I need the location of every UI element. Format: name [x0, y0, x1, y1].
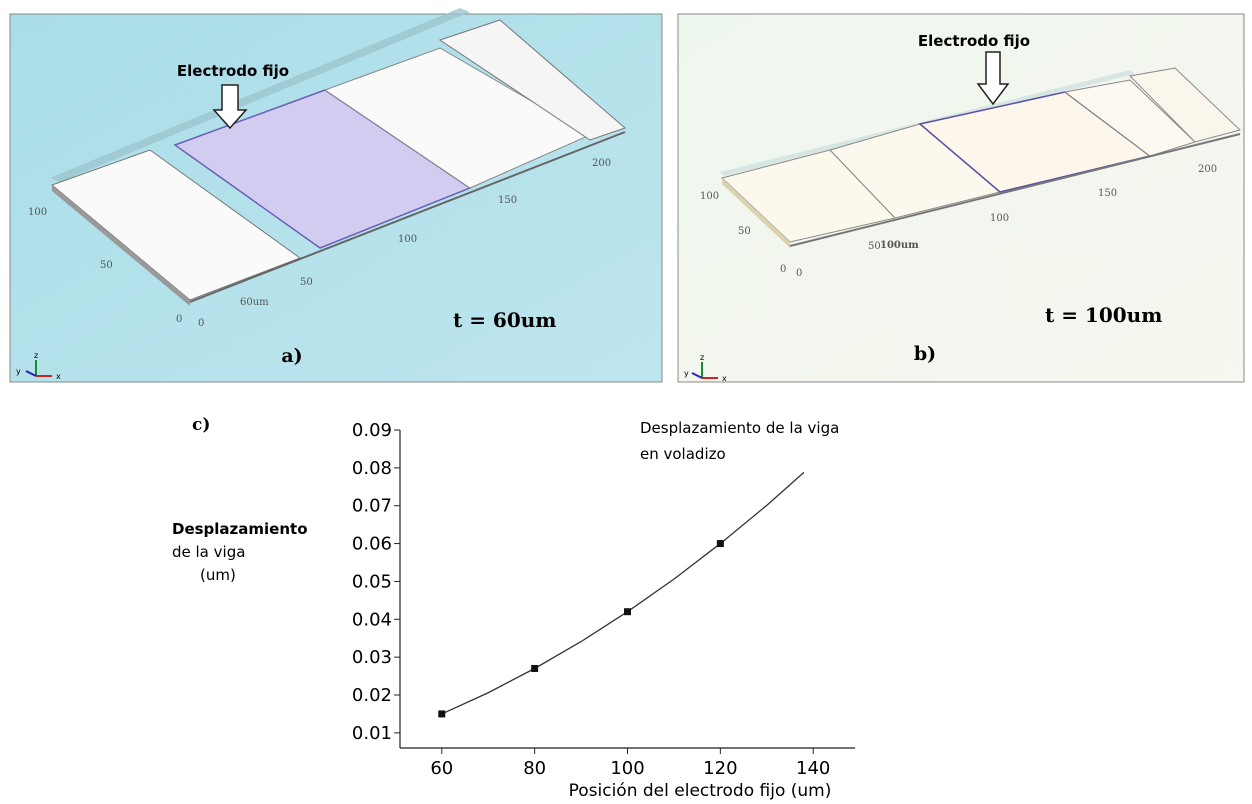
axis-name: x	[722, 374, 727, 383]
axis-number: 50	[738, 226, 751, 237]
curve	[442, 472, 804, 714]
chart-title: Desplazamiento de la viga	[640, 419, 839, 437]
panel-b: Electrodo fijo t = 100um b) 100um 100 50…	[678, 14, 1244, 383]
axis-number: 0	[780, 264, 786, 275]
axis-number: 50	[868, 241, 881, 252]
annotation: Electrodo fijo	[918, 32, 1030, 50]
axis-number: 50	[300, 277, 313, 288]
dimension: 60um	[240, 297, 269, 308]
thickness: t = 60um	[453, 308, 556, 332]
panel-label: c)	[192, 415, 210, 435]
panel-label: a)	[281, 345, 302, 367]
axis-number: 150	[1098, 188, 1117, 199]
chart: c) Desplazamiento de la viga en voladizo…	[172, 415, 855, 801]
x-tick-label: 100	[610, 758, 644, 779]
axis-name: z	[34, 351, 38, 360]
marker	[531, 665, 538, 672]
x-axis-label: Posición del electrodo fijo (um)	[569, 781, 832, 801]
x-tick-label: 140	[796, 758, 830, 779]
y-axis-label: de la viga	[172, 543, 245, 561]
chart-title: en voladizo	[640, 445, 726, 463]
axis-number: 200	[1198, 164, 1217, 175]
thickness: t = 100um	[1045, 303, 1162, 327]
axis-number: 200	[592, 158, 611, 169]
x-tick-label: 120	[703, 758, 737, 779]
axis-number: 0	[198, 318, 204, 329]
y-axis-label: Desplazamiento	[172, 520, 308, 538]
marker	[624, 608, 631, 615]
figure: Electrodo fijo t = 60um a) 60um 100 50 0…	[0, 0, 1252, 804]
y-tick-label: 0.01	[352, 723, 392, 744]
axis-name: y	[684, 369, 689, 378]
marker	[717, 540, 724, 547]
axis-number: 0	[176, 314, 182, 325]
y-tick-label: 0.06	[352, 534, 392, 555]
axis-number: 0	[796, 268, 802, 279]
x-tick-label: 60	[430, 758, 453, 779]
marker	[438, 710, 445, 717]
y-tick-label: 0.08	[352, 458, 392, 479]
axis-number: 100	[398, 234, 417, 245]
axis-number: 100	[700, 191, 719, 202]
axis-number: 150	[498, 195, 517, 206]
panel-a: Electrodo fijo t = 60um a) 60um 100 50 0…	[10, 8, 662, 382]
y-tick-label: 0.04	[352, 609, 392, 630]
y-tick-label: 0.07	[352, 496, 392, 517]
annotation: Electrodo fijo	[177, 62, 289, 80]
panel-label: b)	[914, 343, 936, 365]
axis-number: 100	[28, 207, 47, 218]
axis-name: y	[16, 367, 21, 376]
dimension: 100um	[880, 240, 919, 251]
x-tick-label: 80	[523, 758, 546, 779]
y-axis-label: (um)	[200, 566, 236, 584]
y-tick-label: 0.09	[352, 420, 392, 441]
y-tick-label: 0.03	[352, 647, 392, 668]
axis-name: x	[56, 372, 61, 381]
axis-number: 50	[100, 260, 113, 271]
axis-name: z	[700, 353, 704, 362]
axis-number: 100	[990, 213, 1009, 224]
y-tick-label: 0.05	[352, 571, 392, 592]
y-tick-label: 0.02	[352, 685, 392, 706]
